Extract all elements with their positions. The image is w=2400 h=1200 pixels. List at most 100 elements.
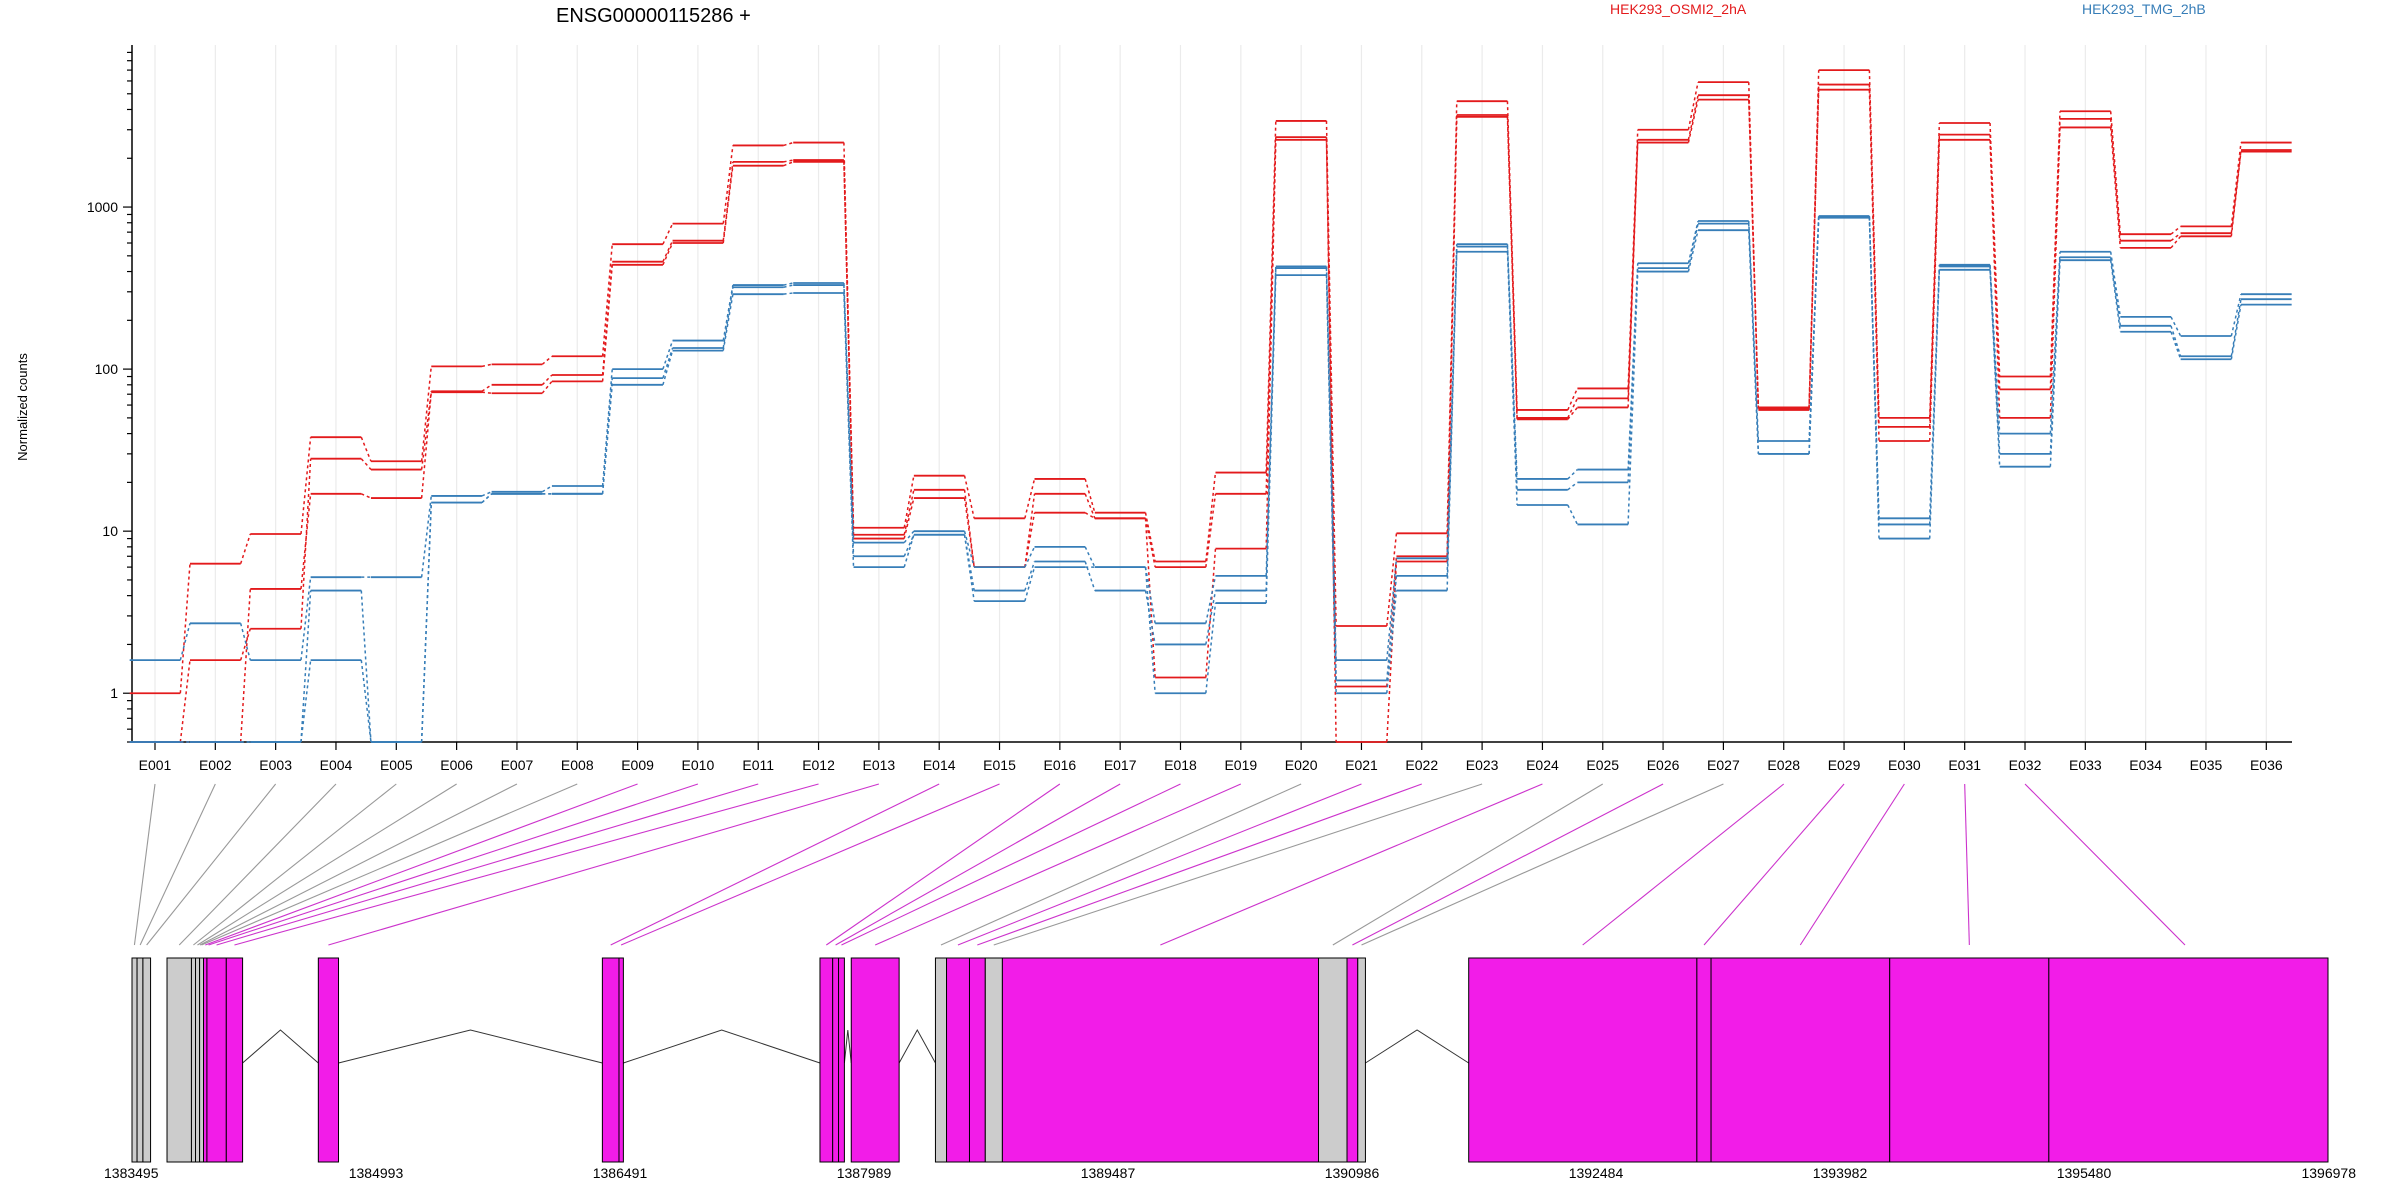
- data-connector: [420, 392, 433, 499]
- data-connector: [903, 497, 915, 539]
- y-tick-label: 10: [102, 523, 118, 539]
- exon-connector: [1361, 783, 1724, 946]
- data-connector: [1989, 269, 2001, 467]
- x-tick-label: E029: [1828, 757, 1861, 773]
- untested-exon-box: [195, 957, 201, 1163]
- x-tick-label: E031: [1948, 757, 1981, 773]
- data-connector: [1687, 223, 1699, 269]
- exon-connector: [610, 783, 940, 946]
- exon-connector: [1703, 783, 1845, 946]
- data-connector: [963, 534, 975, 602]
- data-connector: [420, 502, 433, 743]
- exon-connector: [940, 783, 1302, 946]
- data-connector: [541, 380, 553, 394]
- data-connector: [903, 534, 915, 557]
- data-connector: [1144, 518, 1156, 568]
- data-connector: [2049, 127, 2061, 418]
- data-connector: [300, 493, 312, 590]
- x-tick-label: E021: [1345, 757, 1378, 773]
- x-tick-label: E024: [1526, 757, 1559, 773]
- tested-exon-box: [819, 957, 834, 1163]
- data-connector: [1506, 251, 1518, 506]
- intron-arc: [1365, 1029, 1469, 1064]
- data-connector: [300, 577, 312, 661]
- data-connector: [2230, 299, 2242, 357]
- data-connector: [722, 145, 734, 224]
- data-connector: [1446, 251, 1458, 591]
- data-connector: [1989, 264, 2001, 434]
- data-connector: [1687, 220, 1699, 264]
- y-tick-label: 1000: [87, 199, 118, 215]
- data-connector: [2170, 316, 2182, 337]
- data-connector: [783, 284, 794, 288]
- data-connector: [1627, 139, 1639, 399]
- y-tick-label: 100: [95, 361, 119, 377]
- data-connector: [420, 391, 433, 470]
- data-connector: [360, 458, 372, 471]
- data-connector: [1084, 561, 1096, 591]
- exon-connector: [1160, 783, 1543, 946]
- data-connector: [662, 240, 674, 263]
- x-tick-label: E020: [1285, 757, 1318, 773]
- data-connector: [1687, 99, 1699, 143]
- x-tick-label: E027: [1707, 757, 1740, 773]
- x-tick-label: E003: [259, 757, 292, 773]
- data-connector: [1928, 139, 1941, 442]
- data-connector: [300, 458, 312, 629]
- data-connector: [1747, 220, 1760, 442]
- data-connector: [1747, 230, 1760, 454]
- data-connector: [1989, 139, 2001, 418]
- data-connector: [662, 223, 674, 245]
- tested-exon-box: [1468, 957, 1698, 1163]
- data-connector: [1024, 478, 1036, 519]
- data-connector: [1627, 142, 1639, 408]
- tested-exon-box: [850, 957, 900, 1163]
- data-connector: [2170, 325, 2182, 357]
- tested-exon-box: [946, 957, 970, 1163]
- data-connector: [783, 292, 794, 295]
- data-connector: [1144, 512, 1156, 562]
- data-connector: [601, 369, 613, 487]
- data-connector: [481, 391, 492, 394]
- intron-arc: [843, 1029, 852, 1064]
- data-connector: [1567, 469, 1578, 480]
- y-tick-label: 1: [110, 685, 118, 701]
- tested-exon-box: [317, 957, 340, 1163]
- untested-exon-box: [136, 957, 144, 1163]
- data-connector: [783, 159, 794, 163]
- tested-exon-box: [206, 957, 227, 1163]
- data-connector: [963, 530, 975, 568]
- untested-exon-box: [131, 957, 138, 1163]
- exon-connector: [1582, 783, 1785, 946]
- grid-layer: [154, 45, 2267, 742]
- x-tick-label: E030: [1888, 757, 1921, 773]
- x-tick-label: E022: [1405, 757, 1438, 773]
- axes-layer: 1 10 100 1000 E001 E002 E003 E004 E005 E006 E007 E0…: [87, 45, 2292, 773]
- exon-connector: [146, 783, 277, 946]
- data-connector: [722, 165, 734, 244]
- x-tick-label: E033: [2069, 757, 2102, 773]
- genomic-tick-label: 1393982: [1813, 1165, 1868, 1181]
- data-connector: [2170, 235, 2182, 249]
- data-connector: [1084, 493, 1096, 519]
- x-tick-label: E015: [983, 757, 1016, 773]
- data-connector: [481, 493, 493, 504]
- genomic-tick-label: 1396978: [2301, 1165, 2356, 1181]
- data-connector: [903, 530, 915, 544]
- exon-connector: [1799, 783, 1905, 946]
- x-tick-label: E025: [1586, 757, 1619, 773]
- exon-connector: [205, 783, 638, 946]
- series-4: [129, 215, 2292, 743]
- x-tick-label: E028: [1767, 757, 1800, 773]
- intron-arc: [338, 1029, 603, 1064]
- data-connector: [2170, 225, 2182, 235]
- data-connector: [360, 660, 372, 743]
- data-connector: [1205, 493, 1217, 568]
- data-connector: [239, 533, 252, 564]
- legend-label-tmg: HEK293_TMG_2hB: [2082, 1, 2206, 17]
- exon-connector: [208, 783, 699, 946]
- intron-arc: [623, 1029, 821, 1064]
- data-connector: [1386, 590, 1398, 694]
- tested-exon-box: [1889, 957, 2050, 1163]
- genomic-tick-label: 1389487: [1081, 1165, 1136, 1181]
